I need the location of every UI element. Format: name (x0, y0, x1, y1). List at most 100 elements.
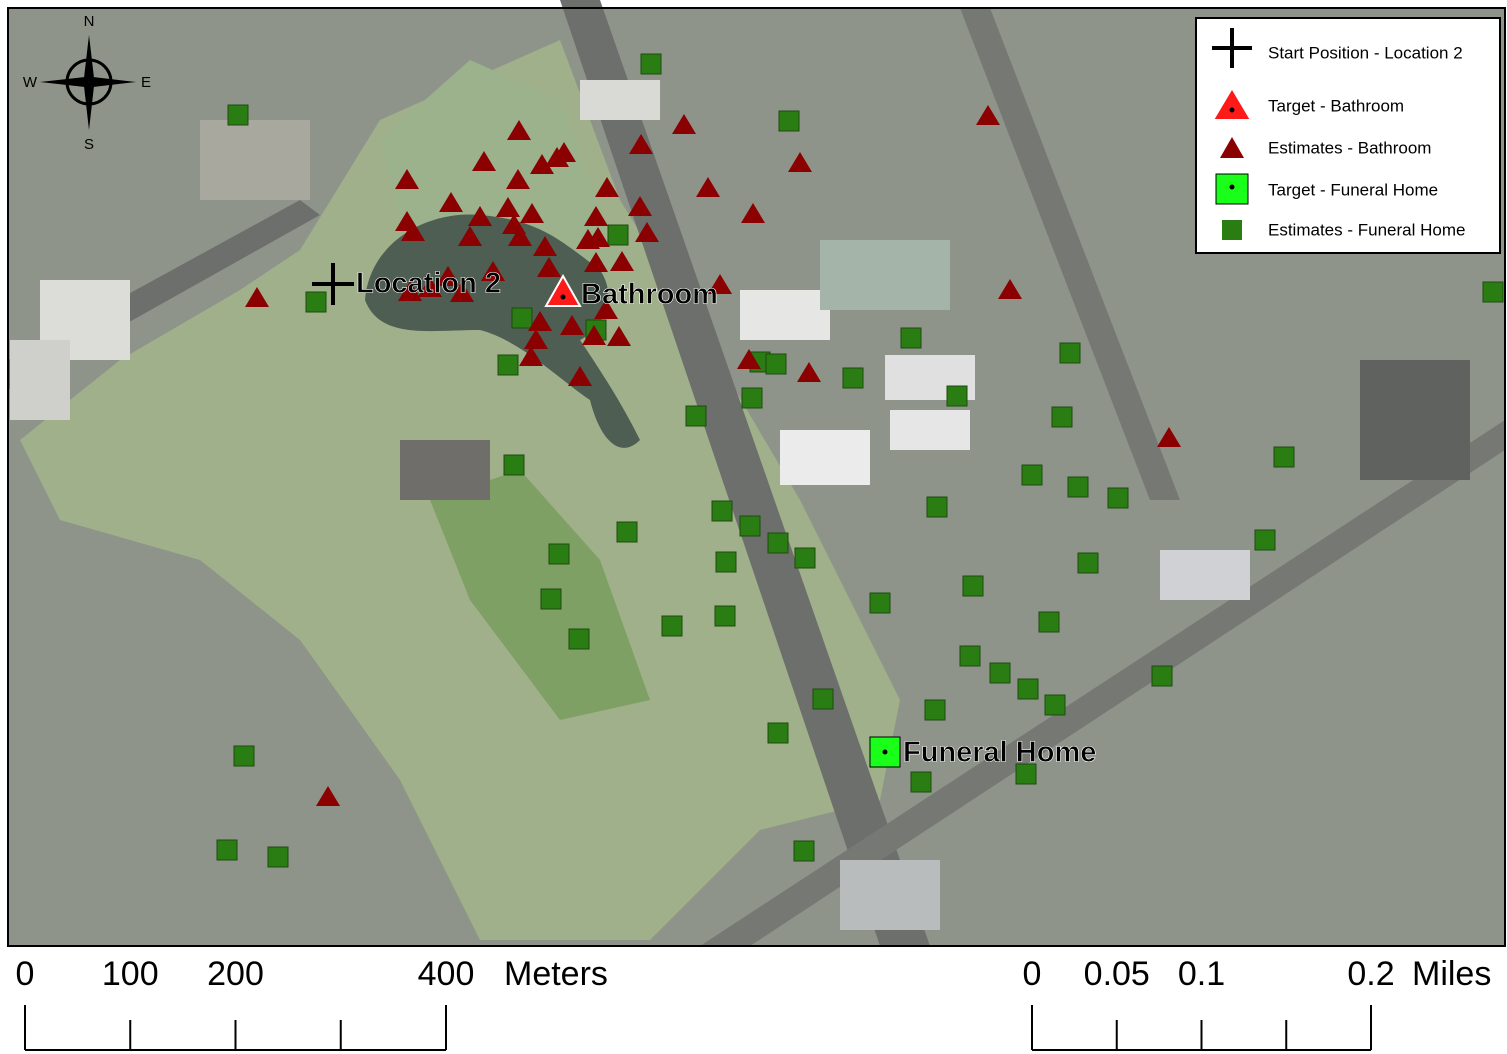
markers (216, 53, 1504, 868)
compass-needle (40, 77, 89, 87)
legend: Start Position - Location 2 Target - Bat… (1195, 17, 1501, 254)
estimate-bathroom (496, 197, 520, 217)
estimate-bathroom (586, 227, 610, 247)
compass-n: N (84, 13, 95, 30)
estimate-funeral-home (946, 385, 968, 407)
estimate-funeral-home (267, 846, 289, 868)
estimate-bathroom (560, 315, 584, 335)
estimate-bathroom (976, 105, 1000, 125)
label-bathroom: Bathroom (581, 279, 718, 311)
legend-label: Estimates - Bathroom (1268, 138, 1431, 157)
legend-symbol (1220, 137, 1244, 158)
building (1160, 550, 1250, 600)
estimate-bathroom (788, 152, 812, 172)
estimate-funeral-home (989, 662, 1011, 684)
estimate-bathroom (398, 281, 422, 301)
estimate-bathroom (741, 203, 765, 223)
estimate-bathroom (468, 206, 492, 226)
target-bathroom (544, 273, 582, 307)
legend-label: Target - Bathroom (1268, 96, 1404, 115)
estimate-funeral-home (1051, 406, 1073, 428)
estimate-bathroom (508, 226, 532, 246)
estimate-bathroom (568, 366, 592, 386)
legend-symbol (1229, 184, 1235, 190)
scale-unit: Miles (1412, 955, 1491, 993)
estimate-bathroom (629, 134, 653, 154)
scale-label: 0 (1023, 955, 1042, 993)
scale-label: 100 (102, 955, 159, 993)
estimate-funeral-home (661, 615, 683, 637)
building (580, 80, 660, 120)
estimate-funeral-home (924, 699, 946, 721)
estimate-bathroom (528, 311, 552, 331)
legend-label: Start Position - Location 2 (1268, 43, 1463, 62)
estimate-funeral-home (900, 327, 922, 349)
building (200, 120, 310, 200)
estimate-funeral-home (1482, 281, 1504, 303)
estimate-funeral-home (741, 387, 763, 409)
estimate-funeral-home (767, 532, 789, 554)
estimate-bathroom (737, 349, 761, 369)
building (10, 340, 70, 420)
estimate-funeral-home (842, 367, 864, 389)
estimate-bathroom (519, 346, 543, 366)
estimate-funeral-home (1059, 342, 1081, 364)
estimate-funeral-home (1017, 678, 1039, 700)
estimate-bathroom (533, 236, 557, 256)
building (1360, 360, 1470, 480)
start-marker (312, 263, 354, 305)
estimate-bathroom (450, 282, 474, 302)
estimate-funeral-home (227, 104, 249, 126)
estimate-bathroom (607, 326, 631, 346)
estimate-bathroom (472, 151, 496, 171)
estimate-funeral-home (711, 500, 733, 522)
road (960, 8, 1180, 500)
estimate-funeral-home (1044, 694, 1066, 716)
estimate-funeral-home (305, 291, 327, 313)
estimate-funeral-home (1021, 464, 1043, 486)
estimate-bathroom (316, 786, 340, 806)
target-dot (560, 294, 566, 300)
estimate-bathroom (595, 177, 619, 197)
estimate-funeral-home (1107, 487, 1129, 509)
estimate-funeral-home (548, 543, 570, 565)
estimate-funeral-home (640, 53, 662, 75)
estimate-bathroom (524, 329, 548, 349)
estimate-funeral-home (793, 840, 815, 862)
legend-label: Target - Funeral Home (1268, 180, 1438, 199)
estimate-bathroom (439, 192, 463, 212)
scale-bars: 0 100 200 400 Meters 0 0.05 0.1 0.2 Miles (16, 955, 1491, 1051)
scale-label: 0.05 (1084, 955, 1150, 993)
estimate-bathroom (584, 206, 608, 226)
label-funeral-home: Funeral Home (903, 737, 1096, 769)
estimate-funeral-home (739, 515, 761, 537)
estimate-funeral-home (497, 354, 519, 376)
compass: N S E W (23, 13, 151, 153)
lake (365, 214, 640, 448)
scale-label: 0.1 (1178, 955, 1225, 993)
estimate-funeral-home (910, 771, 932, 793)
estimate-bathroom (245, 287, 269, 307)
estimate-funeral-home (1015, 763, 1037, 785)
estimate-funeral-home (233, 745, 255, 767)
building (780, 430, 870, 485)
scale-unit: Meters (504, 955, 608, 993)
tennis-courts (820, 240, 950, 310)
field (430, 470, 650, 720)
estimate-funeral-home (503, 454, 525, 476)
estimate-funeral-home (715, 551, 737, 573)
estimate-funeral-home (540, 588, 562, 610)
legend-label: Estimates - Funeral Home (1268, 220, 1465, 239)
estimate-funeral-home (1077, 552, 1099, 574)
estimate-funeral-home (812, 688, 834, 710)
estimate-bathroom (401, 221, 425, 241)
estimate-funeral-home (1254, 529, 1276, 551)
estimate-funeral-home (926, 496, 948, 518)
estimate-funeral-home (767, 722, 789, 744)
estimate-bathroom (506, 169, 530, 189)
estimate-funeral-home (962, 575, 984, 597)
legend-box (1195, 17, 1501, 254)
estimate-bathroom (628, 196, 652, 216)
